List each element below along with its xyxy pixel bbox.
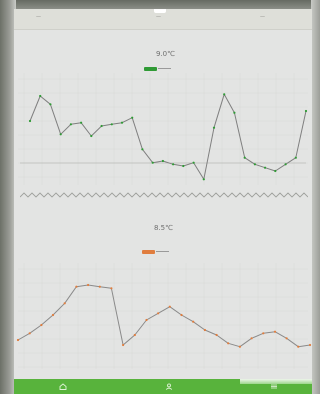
tab-left[interactable]: — [36,14,41,20]
data-point [227,342,230,345]
top-legend-line [158,68,171,69]
top-tab-bar: — — — [14,9,312,30]
data-point [51,313,55,317]
data-point [59,133,62,136]
data-point [233,111,236,114]
home-icon [59,383,67,390]
data-point [262,332,265,335]
menu-icon [271,384,277,389]
data-point [250,337,253,340]
data-point [40,323,43,327]
data-point [161,159,164,163]
data-point [39,94,42,98]
data-point [110,123,113,126]
profile-button[interactable] [164,382,174,391]
bottom-legend-line [156,251,169,252]
data-point [203,328,206,332]
series-line [17,284,311,348]
data-point [157,312,160,315]
home-button[interactable] [58,382,68,391]
bottom-chart-value: 8.5℃ [154,224,173,232]
device-frame-right [311,0,320,394]
data-point [80,121,83,124]
bottom-temperature-chart [16,263,312,369]
data-point [168,305,171,308]
top-chart-legend [144,66,172,71]
screen-glare [154,9,166,13]
data-point [133,333,136,337]
pane-divider [20,192,308,198]
data-point [238,345,241,348]
data-point [122,343,125,347]
data-point [212,126,216,129]
data-point [75,285,78,288]
data-point [253,163,256,166]
bottom-legend-swatch [142,249,155,254]
data-point [49,103,52,106]
data-point [90,134,93,138]
data-point [273,330,277,333]
data-point [294,156,297,159]
device-frame-top [0,0,320,10]
data-point [285,337,288,340]
data-point [63,302,66,305]
data-point [284,163,287,166]
data-point [98,285,101,288]
data-point [145,318,148,322]
menu-button[interactable] [269,382,279,391]
data-point [28,119,32,123]
top-chart-value: 9.0℃ [156,50,175,58]
series-line [29,93,307,180]
data-point [120,121,124,124]
bottom-nav-bar [14,379,312,394]
data-point [215,333,218,337]
data-point [141,148,144,151]
data-point [110,287,113,290]
nav-glare [240,379,312,384]
data-point [16,338,20,342]
tablet-screen: — — — 9.0℃ 8.5℃ [14,9,312,394]
data-point [151,161,154,164]
data-point [304,109,308,113]
top-temperature-chart [18,73,308,185]
data-point [192,161,195,164]
data-point [180,313,183,317]
data-point [100,124,103,128]
data-point [202,178,205,181]
data-point [69,123,72,126]
data-point [308,343,312,347]
data-point [274,169,277,173]
data-point [182,164,185,168]
device-frame-left [0,0,16,394]
data-point [172,163,175,166]
tab-right[interactable]: — [260,14,265,20]
top-legend-swatch [144,66,157,71]
data-point [87,283,90,287]
data-point [297,345,300,348]
data-point [131,116,134,119]
data-point [223,93,226,96]
data-point [264,166,267,169]
data-point [243,156,246,159]
data-point [192,320,195,323]
bottom-chart-legend [142,249,170,254]
data-point [28,332,31,335]
profile-icon [165,383,173,390]
tab-middle[interactable]: — [156,14,161,20]
